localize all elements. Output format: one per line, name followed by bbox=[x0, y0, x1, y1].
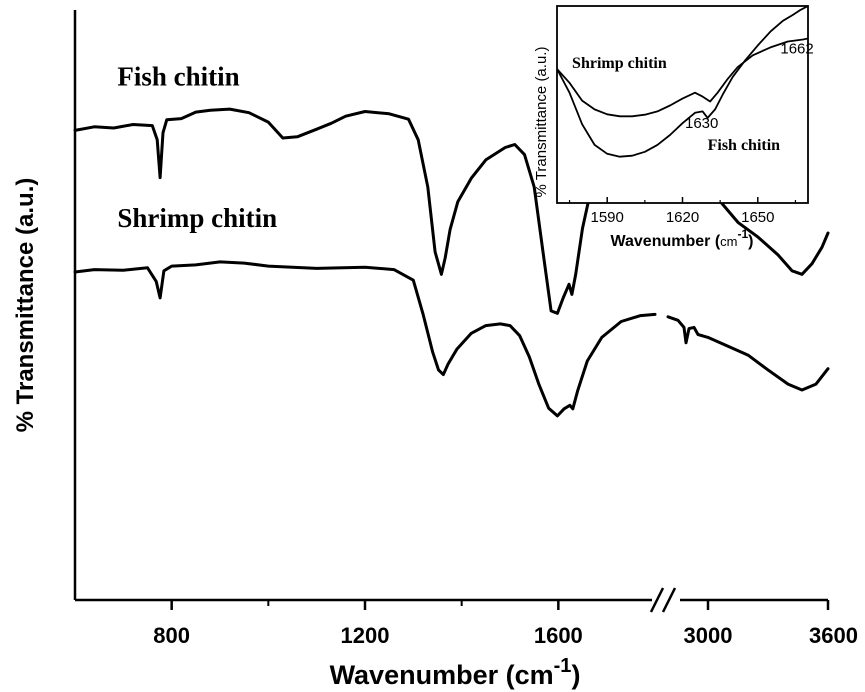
x-axis-title-pre: Wavenumber ( bbox=[330, 660, 515, 690]
inset-frame bbox=[556, 5, 809, 204]
inset-annotation-fish-chitin: Fish chitin bbox=[708, 137, 781, 154]
y-axis-title: % Transmittance (a.u.) bbox=[12, 178, 39, 433]
x-tick-label: 3000 bbox=[684, 623, 733, 648]
inset-annotation-1630: 1630 bbox=[685, 115, 718, 132]
inset-x-tick-label: 1590 bbox=[591, 209, 624, 226]
main-labels-group: Fish chitin Shrimp chitin bbox=[117, 62, 277, 234]
x-axis-title-sup: -1 bbox=[554, 655, 572, 677]
inset-x-tick-label: 1620 bbox=[666, 209, 699, 226]
inset-series-line-fish-chitin bbox=[557, 6, 808, 158]
inset-series-line-shrimp-chitin bbox=[557, 37, 808, 118]
x-axis-title: Wavenumber (cm-1) bbox=[330, 655, 581, 690]
series-label-shrimp-chitin: Shrimp chitin bbox=[117, 203, 277, 233]
axis-break-mark bbox=[649, 587, 665, 613]
inset-x-axis-title-post: ) bbox=[748, 233, 753, 250]
x-tick-label: 3600 bbox=[809, 623, 858, 648]
series-line-shrimp-chitin bbox=[73, 260, 830, 418]
x-tick-label: 800 bbox=[153, 623, 190, 648]
inset-annotation-shrimp-chitin: Shrimp chitin bbox=[572, 55, 667, 72]
inset-x-axis-title-pre: Wavenumber ( bbox=[611, 233, 721, 250]
x-axis-title-post: ) bbox=[571, 660, 580, 690]
axis-break-mark bbox=[661, 587, 677, 613]
x-tick-label: 1600 bbox=[534, 623, 583, 648]
inset-annotation-1662: 1662 bbox=[780, 40, 813, 57]
inset-y-axis-title: % Transmittance (a.u.) bbox=[533, 47, 550, 198]
x-axis-title-unit: cm bbox=[515, 660, 554, 690]
inset-x-axis-title: Wavenumber (cm-1) bbox=[611, 227, 754, 250]
inset-x-axis-title-sup: -1 bbox=[738, 227, 749, 241]
series-label-fish-chitin: Fish chitin bbox=[117, 62, 239, 92]
x-tick-label: 1200 bbox=[341, 623, 390, 648]
inset-x-axis-title-unit: cm bbox=[720, 234, 737, 249]
inset-x-tick-label: 1650 bbox=[741, 209, 774, 226]
